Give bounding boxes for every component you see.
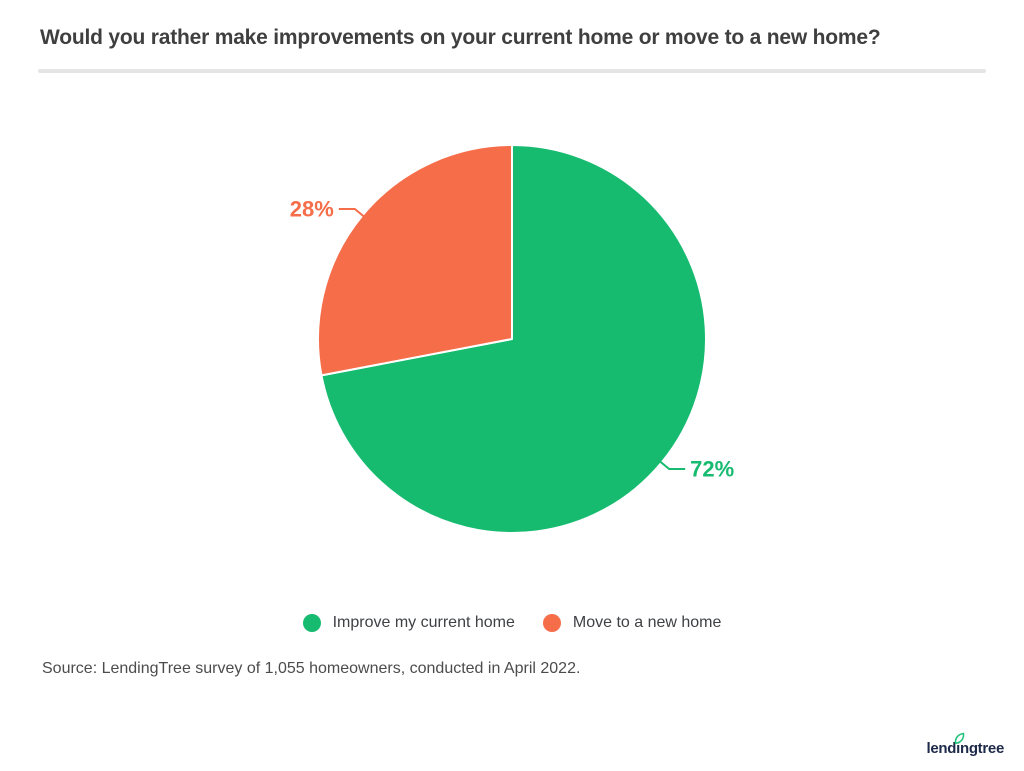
pie-chart: 72% 28%: [290, 129, 734, 549]
legend-item-move: Move to a new home: [542, 614, 722, 632]
pie-leader-line-0: [658, 459, 686, 471]
legend-item-improve: Improve my current home: [302, 614, 515, 632]
legend-swatch-improve-icon: [302, 614, 321, 632]
source-note: Source: LendingTree survey of 1,055 home…: [42, 660, 581, 677]
legend: Improve my current home Move to a new ho…: [0, 608, 1024, 638]
logo-text: lendingtree: [926, 740, 1004, 757]
pie-percent-label-1: 28%: [290, 197, 334, 222]
leaf-icon: [955, 732, 965, 745]
title-divider: [38, 69, 986, 73]
lendingtree-logo: lendingtree: [926, 732, 1004, 762]
pie-svg: 72% 28%: [290, 144, 734, 534]
legend-label-move: Move to a new home: [572, 614, 722, 631]
pie-percent-label-0: 72%: [690, 457, 734, 482]
chart-title: Would you rather make improvements on yo…: [40, 26, 881, 49]
legend-label-improve: Improve my current home: [332, 614, 515, 631]
leaf-shape: [955, 732, 965, 745]
pie-leader-line-1: [338, 207, 366, 219]
pie-slice-1: [317, 144, 513, 377]
legend-swatch-move-icon: [542, 614, 561, 632]
